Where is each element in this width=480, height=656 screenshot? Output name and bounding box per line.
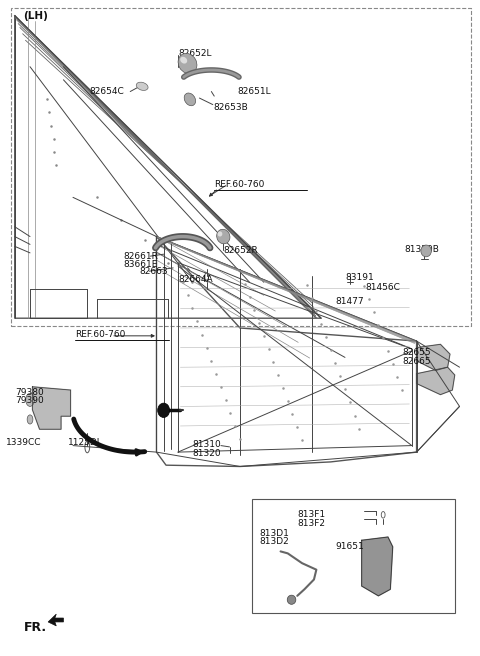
Text: 813F1: 813F1 (297, 510, 325, 519)
Text: 81456C: 81456C (365, 283, 400, 292)
Text: (LH): (LH) (23, 11, 48, 21)
Text: 82663: 82663 (140, 267, 168, 276)
Polygon shape (417, 367, 455, 395)
Text: 82652L: 82652L (178, 49, 212, 58)
Text: 82654C: 82654C (90, 87, 124, 96)
Text: 83191: 83191 (345, 272, 374, 281)
Text: 81320: 81320 (192, 449, 221, 458)
Ellipse shape (287, 595, 296, 604)
Ellipse shape (26, 394, 34, 406)
Polygon shape (417, 344, 450, 371)
Polygon shape (362, 537, 393, 596)
Text: 79390: 79390 (15, 396, 44, 405)
Text: 813D2: 813D2 (259, 537, 289, 546)
Text: 82652R: 82652R (223, 247, 258, 255)
Text: FR.: FR. (24, 621, 48, 634)
Text: 82653B: 82653B (214, 103, 249, 112)
Ellipse shape (178, 53, 197, 73)
Text: 79380: 79380 (15, 388, 44, 396)
Text: 81477: 81477 (336, 297, 364, 306)
Text: 82665: 82665 (402, 358, 431, 367)
Text: 83661E: 83661E (123, 260, 157, 269)
Ellipse shape (421, 245, 432, 256)
Text: 82651L: 82651L (238, 87, 271, 96)
Text: 91651: 91651 (336, 543, 364, 551)
Ellipse shape (136, 82, 148, 91)
Text: 82655: 82655 (402, 348, 431, 358)
Text: 82664A: 82664A (178, 275, 213, 284)
Text: 1339CC: 1339CC (6, 438, 42, 447)
Ellipse shape (157, 403, 169, 417)
Text: 81350B: 81350B (405, 245, 440, 254)
Ellipse shape (217, 232, 222, 237)
Text: 81310: 81310 (192, 440, 221, 449)
Text: 813D1: 813D1 (259, 529, 289, 538)
Ellipse shape (184, 93, 195, 106)
Text: 813F2: 813F2 (297, 519, 325, 528)
Ellipse shape (27, 415, 33, 424)
Ellipse shape (180, 57, 187, 64)
Text: REF.60-760: REF.60-760 (75, 330, 126, 339)
Text: REF.60-760: REF.60-760 (214, 180, 264, 189)
Polygon shape (33, 387, 71, 429)
Text: 82661R: 82661R (123, 252, 158, 260)
Ellipse shape (216, 230, 230, 244)
Text: 1125DL: 1125DL (68, 438, 103, 447)
Polygon shape (48, 614, 63, 626)
